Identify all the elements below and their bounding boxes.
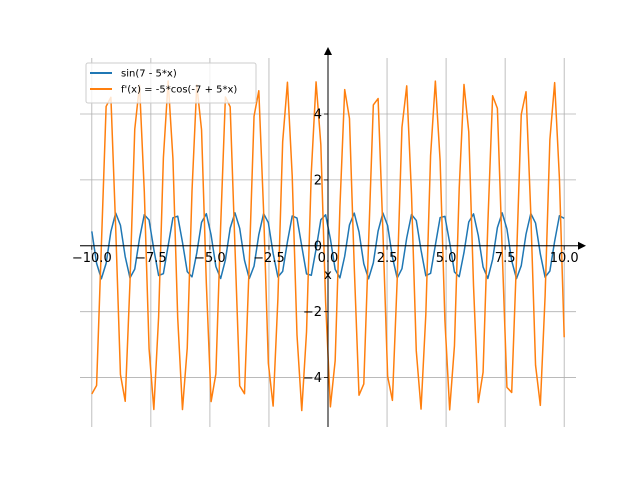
x-tick-label: −5.0 (194, 251, 226, 266)
y-tick-label: −4 (303, 371, 322, 386)
y-axis-arrow (324, 47, 332, 55)
x-axis-label: x (324, 268, 332, 283)
x-tick-label: −7.5 (135, 251, 167, 266)
legend-entries: sin(7 - 5*x) f'(x) = -5*cos(-7 + 5*x) (90, 69, 237, 96)
legend-label: f'(x) = -5*cos(-7 + 5*x) (121, 85, 237, 96)
legend-label: sin(7 - 5*x) (121, 69, 177, 80)
x-axis-arrow (578, 241, 586, 250)
y-tick-label: −2 (303, 305, 322, 320)
y-tick-label: 4 (314, 108, 322, 123)
x-tick-label: −10.0 (72, 251, 112, 266)
legend-box (85, 62, 257, 104)
axes (80, 47, 586, 427)
y-tick-label: 0 (314, 239, 322, 254)
x-tick-label: 2.5 (377, 251, 398, 266)
x-tick-label: 0.0 (318, 251, 339, 266)
x-tick-label: 7.5 (495, 251, 516, 266)
x-tick-label: 10.0 (550, 251, 579, 266)
y-tick-label: 2 (314, 173, 322, 188)
legend: sin(7 - 5*x) f'(x) = -5*cos(-7 + 5*x) (85, 62, 257, 104)
x-tick-label: −2.5 (253, 251, 285, 266)
tick-labels: −10.0 −7.5 −5.0 −2.5 0.0 2.5 5.0 7.5 10.0 −4 −2 0 2 4 (72, 108, 579, 387)
x-tick-label: 5.0 (436, 251, 457, 266)
